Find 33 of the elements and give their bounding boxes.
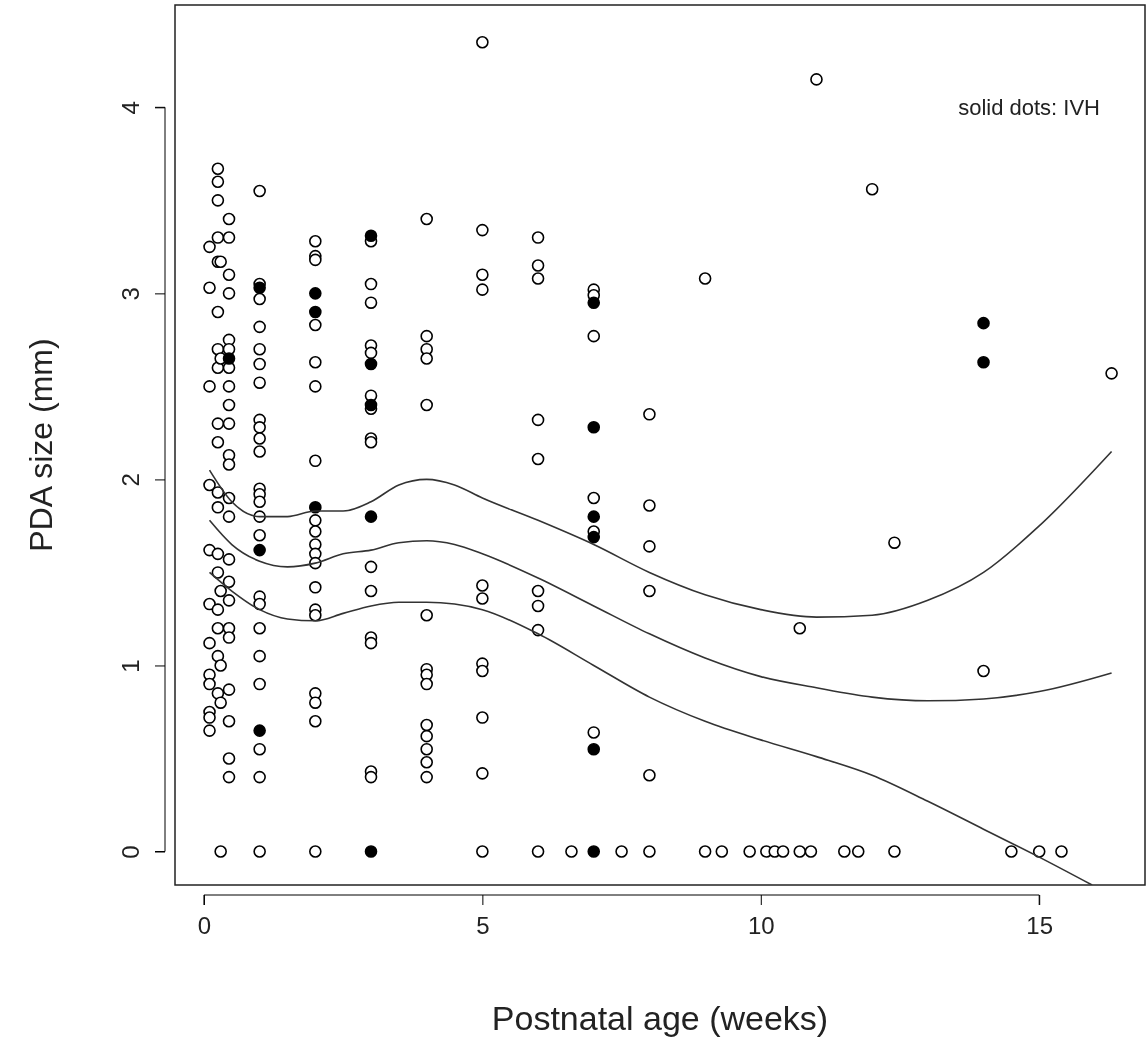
point (309, 305, 322, 319)
point (222, 352, 236, 365)
point (364, 357, 378, 371)
point (253, 281, 266, 295)
y-tick-label: 1 (117, 659, 144, 673)
annotation: solid dots: IVH (958, 95, 1100, 120)
point (587, 421, 601, 434)
line-series (208, 450, 1113, 618)
point (977, 316, 990, 330)
point (253, 543, 266, 557)
y-tick-label: 0 (117, 845, 144, 859)
point (364, 398, 378, 412)
x-tick-label: 5 (476, 912, 490, 940)
point (364, 845, 378, 858)
point (587, 296, 601, 309)
point (364, 229, 378, 242)
x-tick-label: 0 (197, 912, 212, 940)
point (587, 742, 601, 756)
point (587, 530, 601, 544)
y-tick-label: 2 (117, 473, 144, 487)
point (587, 845, 601, 858)
y-tick-label: 3 (117, 287, 144, 301)
point (977, 355, 990, 369)
x-axis-title: Postnatal age (weeks) (491, 999, 829, 1037)
x-tick-label: 10 (747, 912, 775, 940)
x-tick-label: 15 (1026, 912, 1054, 940)
point (364, 510, 378, 523)
line-series (208, 519, 1113, 702)
y-tick-label: 4 (117, 101, 144, 115)
point (253, 724, 266, 737)
point (587, 510, 601, 523)
y-axis-title: PDA size (mm) (23, 338, 59, 552)
point (309, 287, 322, 300)
